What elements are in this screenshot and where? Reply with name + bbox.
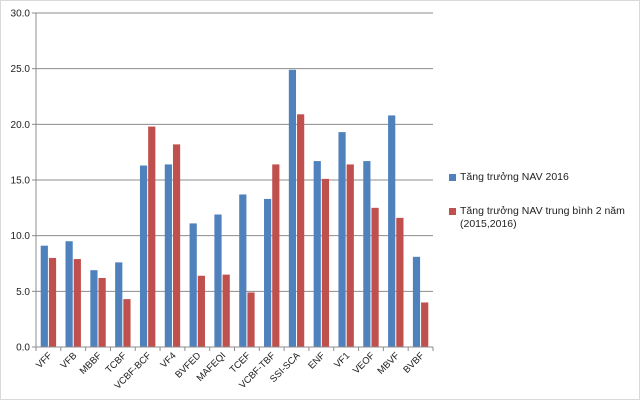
legend-item-nav-2016: Tăng trưởng NAV 2016 bbox=[449, 171, 634, 184]
bar-nav-2yr bbox=[73, 259, 81, 347]
bar-nav-2016 bbox=[139, 165, 148, 347]
bar-nav-2yr bbox=[371, 207, 379, 347]
y-tick-label: 0.0 bbox=[16, 343, 30, 354]
legend-label-nav-2yr: Tăng trưởng NAV trung bình 2 năm (2015,2… bbox=[460, 205, 625, 230]
bar-nav-2yr bbox=[123, 299, 131, 347]
x-tick-label: BVBF bbox=[401, 350, 426, 375]
bars bbox=[40, 69, 429, 348]
x-tick-label: MBBF bbox=[78, 350, 105, 377]
y-tick-label: 5.0 bbox=[16, 287, 30, 298]
bar-nav-2016 bbox=[40, 245, 48, 347]
bar-nav-2yr bbox=[197, 275, 205, 347]
bar-nav-2016 bbox=[65, 241, 73, 347]
bar-nav-2yr bbox=[396, 217, 404, 347]
legend-label-nav-2016: Tăng trưởng NAV 2016 bbox=[460, 171, 569, 183]
bar-nav-2yr bbox=[297, 114, 305, 348]
x-tick-label: VFF bbox=[34, 350, 55, 371]
bar-nav-2yr bbox=[247, 292, 255, 347]
y-tick-label: 15.0 bbox=[11, 176, 31, 187]
bar-nav-2yr bbox=[148, 126, 156, 347]
x-tick-label: VF4 bbox=[158, 350, 178, 370]
bar-nav-2yr bbox=[421, 302, 429, 347]
bar-nav-2yr bbox=[172, 144, 181, 347]
x-tick-label: VF1 bbox=[332, 350, 352, 370]
bar-nav-2016 bbox=[239, 194, 247, 347]
x-tick-label: MBVF bbox=[375, 350, 402, 377]
bar-nav-2016 bbox=[313, 161, 321, 347]
x-tick-label: VFB bbox=[58, 350, 79, 371]
bar-nav-2yr bbox=[346, 164, 354, 347]
bar-nav-2016 bbox=[388, 115, 396, 347]
y-tick-label: 25.0 bbox=[11, 64, 31, 75]
bar-nav-2016 bbox=[164, 164, 172, 347]
bar-nav-2016 bbox=[338, 132, 346, 347]
legend: Tăng trưởng NAV 2016 Tăng trưởng NAV tru… bbox=[449, 171, 634, 252]
bar-nav-2yr bbox=[48, 257, 57, 347]
bar-nav-2yr bbox=[98, 277, 106, 347]
bar-nav-2016 bbox=[214, 214, 222, 347]
legend-swatch-nav-2yr bbox=[449, 208, 456, 215]
x-tick-label: VEOF bbox=[351, 350, 377, 376]
bar-nav-2yr bbox=[222, 274, 230, 347]
bar-nav-2yr bbox=[272, 164, 280, 347]
y-axis: 0.0 5.0 10.0 15.0 20.0 25.0 30.0 bbox=[11, 9, 37, 354]
bar-nav-2016 bbox=[412, 256, 421, 347]
bar-nav-2yr bbox=[321, 178, 330, 347]
bar-nav-2016 bbox=[189, 223, 197, 347]
x-tick-label: ENF bbox=[306, 350, 327, 371]
bar-nav-2016 bbox=[288, 69, 297, 347]
legend-swatch-nav-2016 bbox=[449, 174, 456, 181]
y-tick-label: 30.0 bbox=[11, 9, 31, 20]
bar-nav-2016 bbox=[115, 262, 123, 347]
legend-item-nav-2yr: Tăng trưởng NAV trung bình 2 năm (2015,2… bbox=[449, 205, 634, 231]
bar-nav-2016 bbox=[264, 198, 272, 347]
y-tick-label: 20.0 bbox=[11, 120, 31, 131]
bar-nav-2016 bbox=[90, 270, 98, 347]
y-tick-label: 10.0 bbox=[11, 231, 31, 242]
bar-nav-2016 bbox=[363, 161, 371, 347]
